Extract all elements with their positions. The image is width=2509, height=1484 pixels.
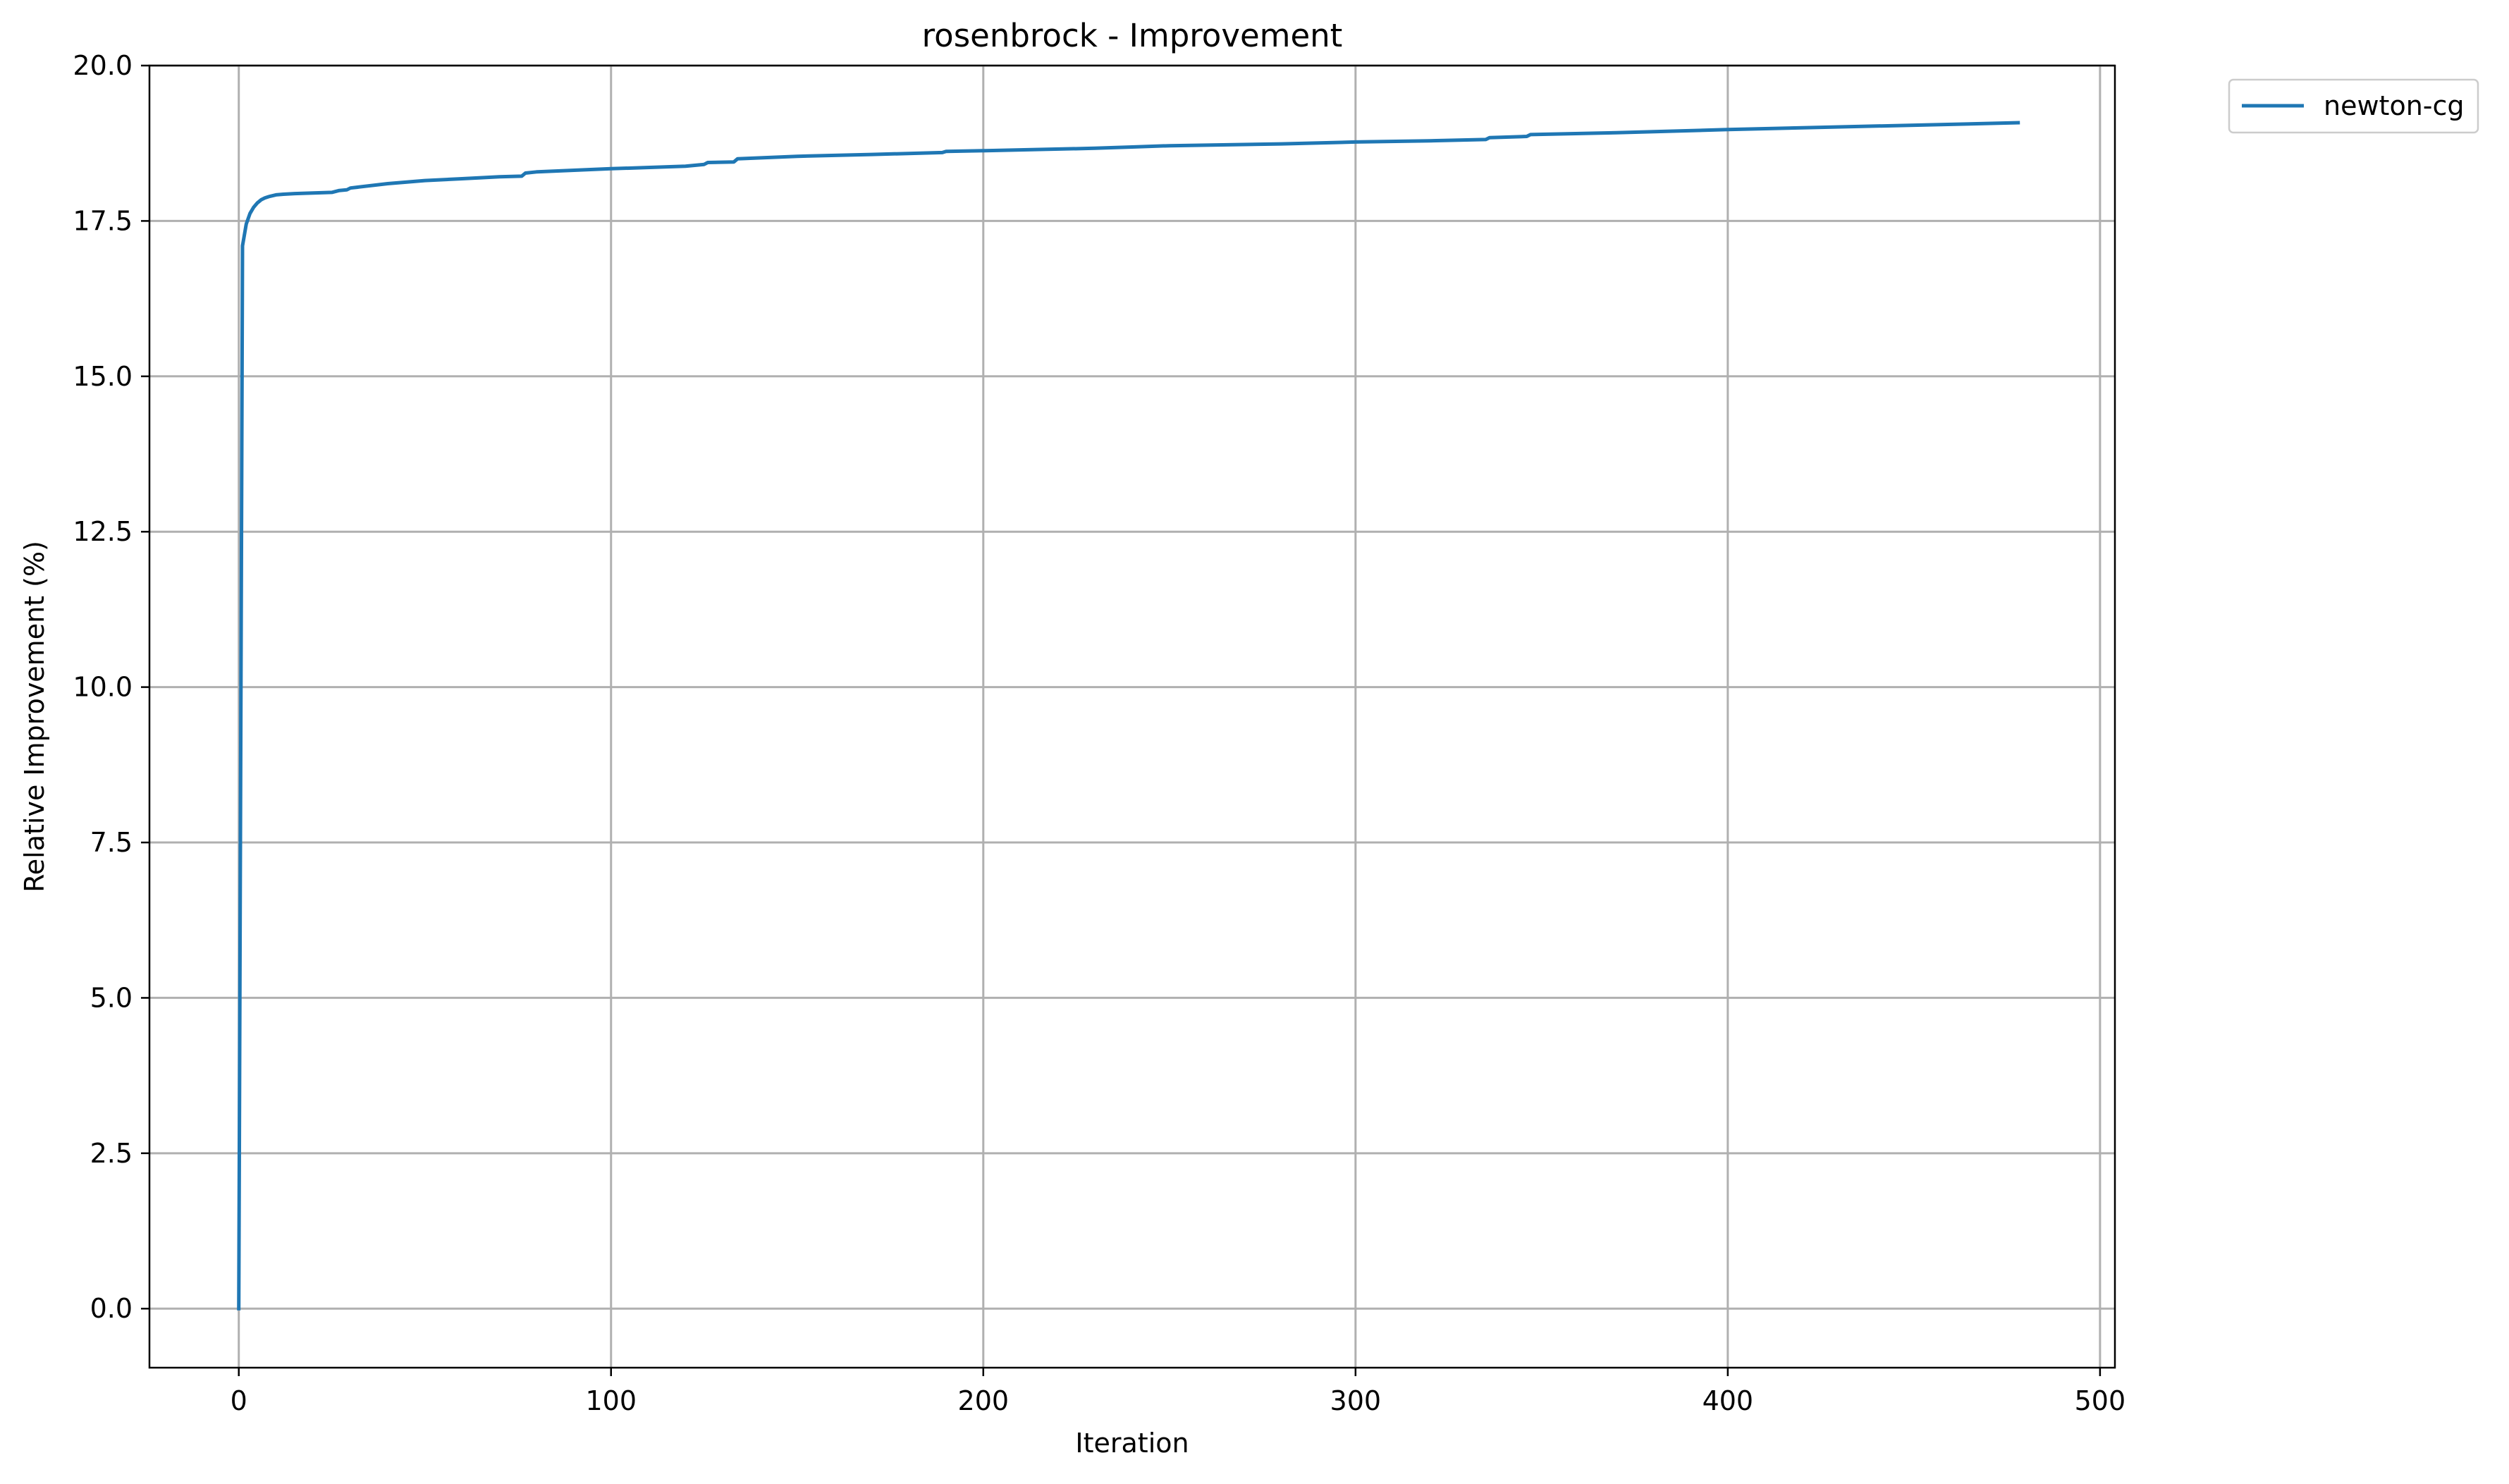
y-tick-label: 10.0 [73, 672, 133, 703]
y-axis-label: Relative Improvement (%) [19, 541, 50, 893]
y-tick-label: 2.5 [90, 1138, 133, 1169]
y-tick-label: 12.5 [73, 516, 133, 547]
y-tick-label: 7.5 [90, 827, 133, 858]
y-tick-label: 5.0 [90, 982, 133, 1013]
y-tick-label: 20.0 [73, 50, 133, 81]
x-tick-label: 500 [2075, 1385, 2126, 1416]
legend-label-newton-cg: newton-cg [2324, 90, 2465, 121]
x-tick-label: 100 [585, 1385, 637, 1416]
series-line-newton-cg [237, 121, 2020, 1311]
y-tick-label: 17.5 [73, 205, 133, 236]
x-tick-label: 0 [231, 1385, 247, 1416]
x-tick-label: 200 [958, 1385, 1010, 1416]
x-axis-label: Iteration [1075, 1428, 1189, 1459]
x-tick-label: 300 [1330, 1385, 1382, 1416]
legend-box [2228, 78, 2479, 134]
chart-title: rosenbrock - Improvement [922, 17, 1343, 54]
y-tick-label: 15.0 [73, 361, 133, 392]
x-tick-label: 400 [1703, 1385, 1754, 1416]
legend: newton-cg [2228, 78, 2479, 134]
ticks: 0 100 200 300 400 500 0.0 2.5 5.0 7.5 10.0 12.5 15.0… [73, 50, 2125, 1416]
series-layer [237, 121, 2020, 1311]
grid [149, 64, 2115, 1368]
axes-frame [148, 64, 2116, 1369]
y-tick-label: 0.0 [90, 1293, 133, 1324]
